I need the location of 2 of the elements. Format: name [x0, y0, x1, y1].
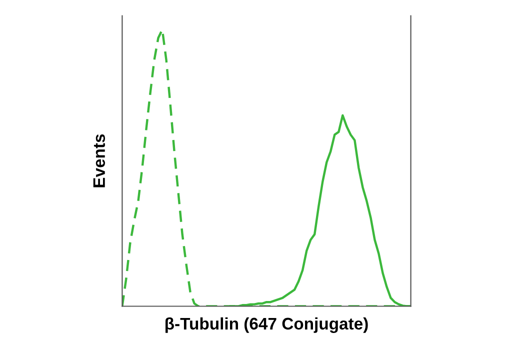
- y-axis-title: Events: [93, 134, 106, 188]
- x-axis-title: β-Tubulin (647 Conjugate): [166, 317, 368, 333]
